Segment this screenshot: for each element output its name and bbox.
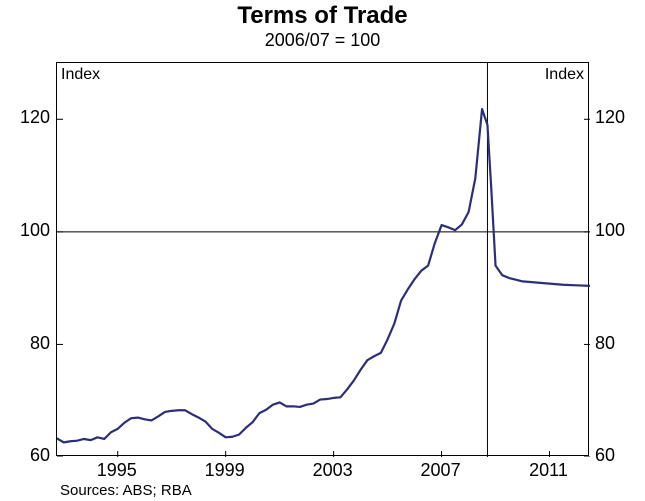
y-tick-left-80: 80 (30, 333, 50, 354)
y-tick-right-60: 60 (595, 445, 615, 466)
y-tick-left-100: 100 (20, 220, 50, 241)
y-tick-right-80: 80 (595, 333, 615, 354)
sources-text: Sources: ABS; RBA (60, 482, 192, 499)
x-tick-2003: 2003 (313, 460, 353, 481)
x-tick-2007: 2007 (421, 460, 461, 481)
plot-svg (57, 63, 590, 457)
chart-container: Terms of Trade 2006/07 = 100 Index Index… (0, 0, 645, 501)
chart-subtitle: 2006/07 = 100 (0, 30, 645, 51)
x-tick-1995: 1995 (97, 460, 137, 481)
plot-area (56, 62, 589, 456)
y-tick-left-60: 60 (30, 445, 50, 466)
x-tick-1999: 1999 (205, 460, 245, 481)
y-tick-left-120: 120 (20, 107, 50, 128)
y-tick-right-100: 100 (595, 220, 625, 241)
chart-title: Terms of Trade (0, 2, 645, 30)
y-tick-right-120: 120 (595, 107, 625, 128)
x-tick-2011: 2011 (529, 460, 568, 481)
